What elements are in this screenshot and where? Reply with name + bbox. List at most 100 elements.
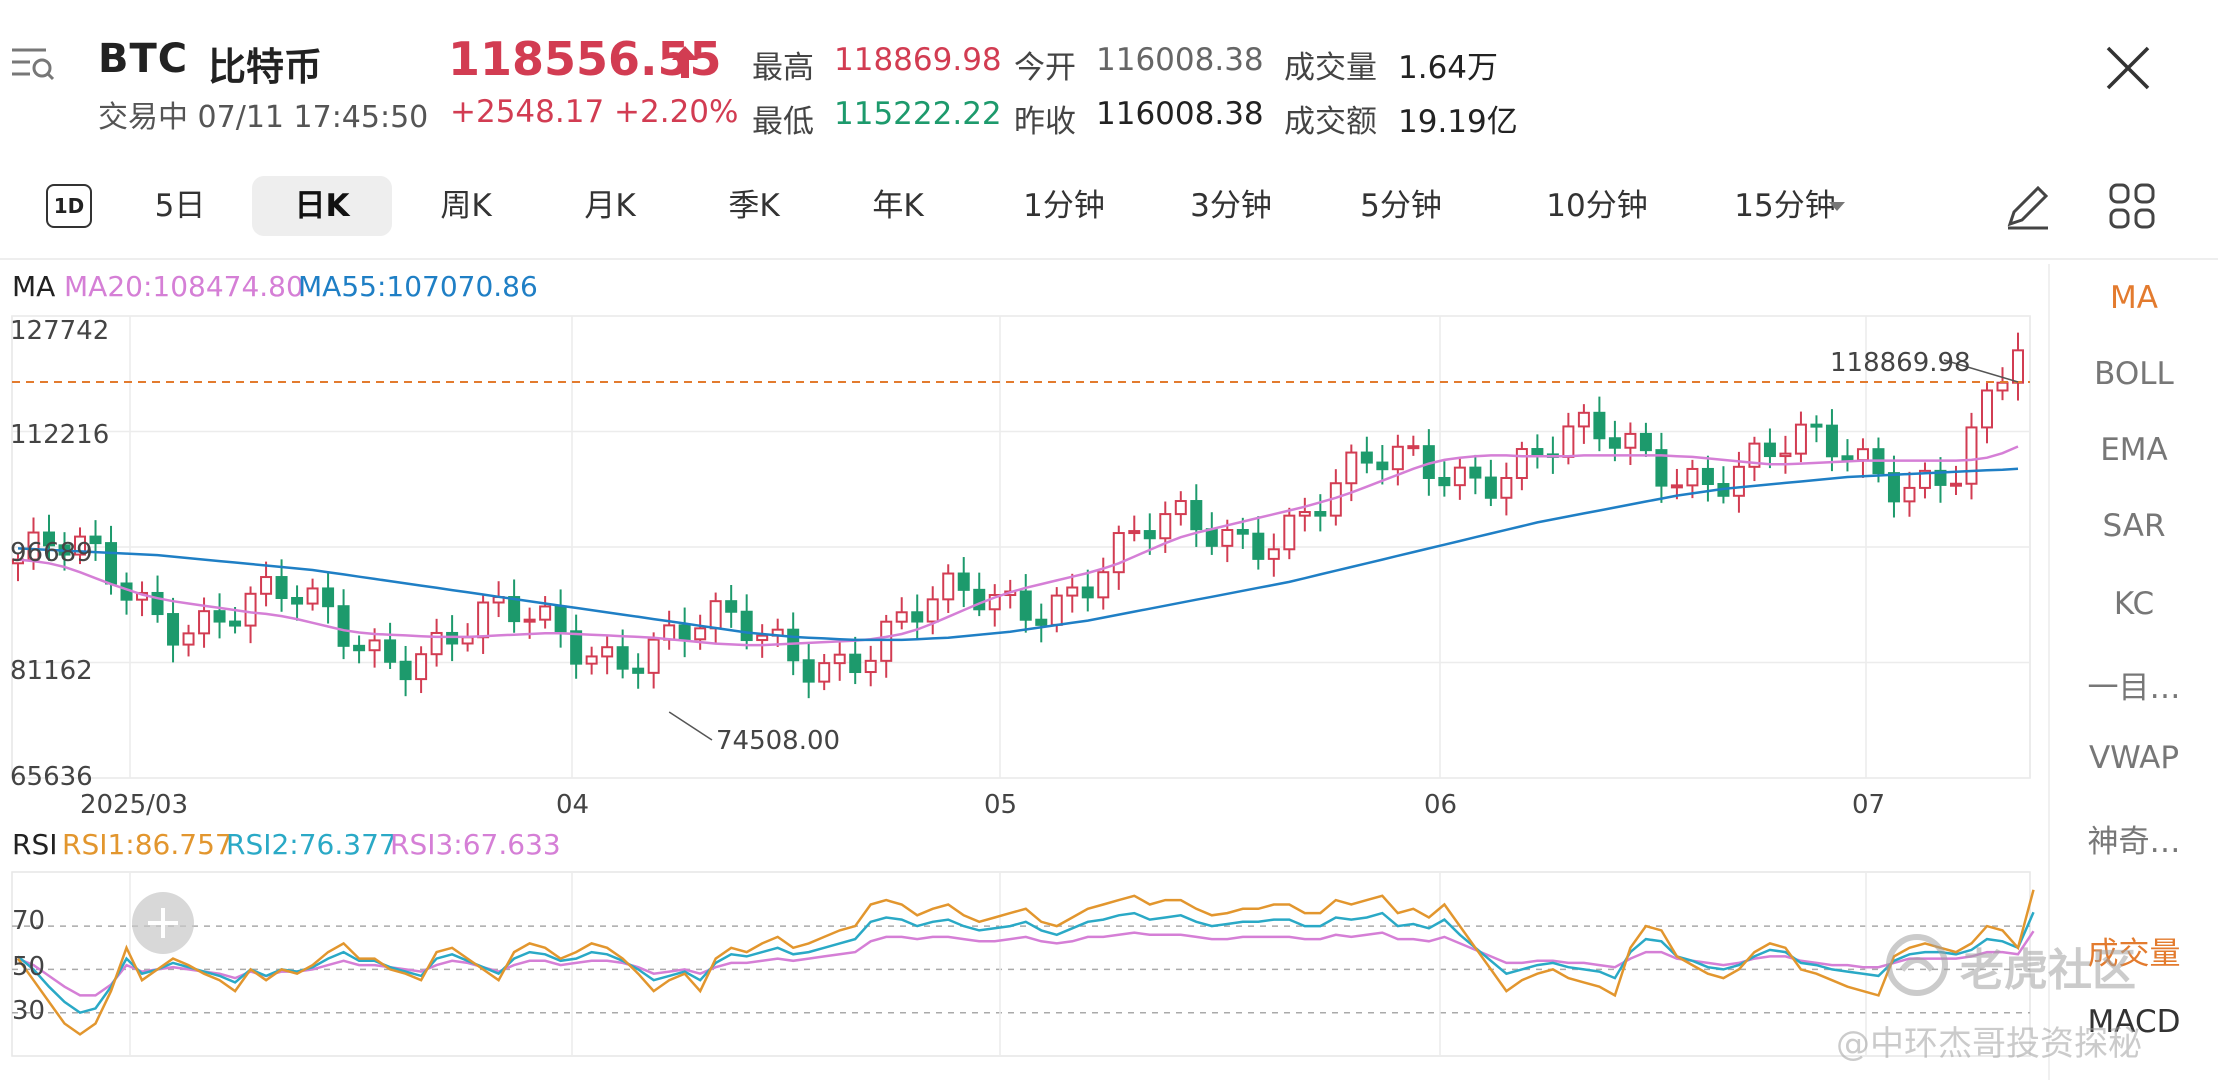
tab-15min[interactable]: 15分钟 <box>1734 188 1836 224</box>
candle-body <box>244 592 257 627</box>
indicator-macd[interactable]: MACD <box>2087 1004 2181 1040</box>
indicator-boll[interactable]: BOLL <box>2094 356 2174 392</box>
ma55-legend: MA55:107070.86 <box>298 270 538 303</box>
max-price-label: 118869.98 <box>1830 348 1971 378</box>
candle-body <box>694 627 707 641</box>
menu-list-icon[interactable] <box>10 42 54 86</box>
tab-1min[interactable]: 1分钟 <box>1023 188 1105 224</box>
candle-body <box>523 618 536 623</box>
tab-10min[interactable]: 10分钟 <box>1546 188 1648 224</box>
indicator-ema[interactable]: EMA <box>2100 432 2168 468</box>
rsi3-line <box>17 930 2035 997</box>
candle-body <box>1732 465 1745 497</box>
indicator-magic[interactable]: 神奇… <box>2087 824 2181 860</box>
rsi-grid <box>11 871 2031 1057</box>
candle-body <box>1593 411 1606 440</box>
candle-body <box>833 653 846 665</box>
candle-body <box>1531 448 1544 456</box>
candle-body <box>167 613 180 646</box>
rsi2-legend: RSI2:76.377 <box>226 828 397 861</box>
candle-body <box>1515 448 1528 479</box>
indicator-ma[interactable]: MA <box>2110 280 2158 316</box>
indicator-ichimoku[interactable]: 一目… <box>2087 670 2181 706</box>
watermark-author: @中环杰哥投资探秘 <box>1836 1024 2142 1064</box>
ma-legend-title: MA <box>12 270 56 303</box>
candle-body <box>2012 349 2024 384</box>
tab-daily-k[interactable]: 日K <box>252 176 392 236</box>
candle-body <box>663 624 676 641</box>
candle-body <box>1252 532 1265 560</box>
tab-monthly-k[interactable]: 月K <box>584 188 636 224</box>
candle-body <box>477 601 490 639</box>
candle-body <box>399 660 412 681</box>
candle-body <box>1019 590 1032 621</box>
rsi-tick-30: 30 <box>12 996 46 1026</box>
candle-body <box>1500 476 1513 499</box>
x-tick-3: 05 <box>984 790 1018 820</box>
candle-body <box>337 605 350 647</box>
candle-body <box>12 558 24 565</box>
candle-body <box>1469 466 1482 479</box>
tiger-logo-icon <box>1886 934 1948 996</box>
candle-body <box>1097 571 1110 599</box>
candle-body <box>1562 425 1575 458</box>
ma55-line <box>17 467 2019 642</box>
candle-body <box>1577 411 1590 428</box>
tab-3min[interactable]: 3分钟 <box>1190 188 1272 224</box>
close-icon[interactable] <box>2100 40 2156 96</box>
grid-layout-icon[interactable] <box>2108 182 2156 230</box>
indicator-panel <box>2048 264 2218 1080</box>
candle-body <box>1345 451 1358 485</box>
candle-body <box>74 535 87 556</box>
candle-body <box>1748 442 1761 468</box>
y-tick-2: 112216 <box>10 420 110 450</box>
candle-body <box>1221 528 1234 547</box>
reference-line-group <box>12 359 2030 741</box>
candle-body <box>1701 467 1714 486</box>
candle-body <box>616 646 629 670</box>
tab-quarterly-k[interactable]: 季K <box>728 188 780 224</box>
price-change: +2548.17 +2.20% <box>450 94 739 130</box>
candle-body <box>1794 423 1807 455</box>
candlestick-chart[interactable] <box>0 300 2040 820</box>
tab-5min[interactable]: 5分钟 <box>1360 188 1442 224</box>
x-tick-1: 2025/03 <box>80 790 189 820</box>
indicator-vwap[interactable]: VWAP <box>2088 740 2180 776</box>
candle-body <box>1670 484 1683 489</box>
add-crosshair-button[interactable] <box>132 892 194 954</box>
moving-averages <box>17 445 2019 647</box>
candle-body <box>291 597 304 605</box>
candle-body <box>957 572 970 591</box>
candle-body <box>1391 445 1404 471</box>
rsi-legend-title: RSI <box>12 828 58 861</box>
candles-group <box>12 332 2024 699</box>
candle-body <box>1918 469 1931 489</box>
indicator-sar[interactable]: SAR <box>2102 508 2166 544</box>
min-leader-line <box>668 711 713 741</box>
candle-body <box>1624 432 1637 449</box>
candle-body <box>89 535 102 545</box>
rsi-chart[interactable] <box>0 866 2040 1062</box>
tab-5day[interactable]: 5日 <box>154 188 206 224</box>
candle-body <box>1314 511 1327 517</box>
candle-body <box>1376 461 1389 471</box>
candle-body <box>353 644 366 652</box>
indicator-volume[interactable]: 成交量 <box>2087 936 2181 972</box>
rsi-tick-70: 70 <box>12 906 46 936</box>
candle-body <box>1639 432 1652 452</box>
candle-body <box>1050 594 1063 626</box>
rsi1-legend: RSI1:86.757 <box>62 828 233 861</box>
candle-body <box>1128 530 1141 535</box>
candle-body <box>1143 530 1156 540</box>
pencil-draw-icon[interactable] <box>2000 180 2054 234</box>
turnover-label: 成交额 <box>1284 104 1377 140</box>
x-tick-2: 04 <box>556 790 590 820</box>
calendar-1d-icon[interactable]: 1D <box>46 184 92 228</box>
candle-body <box>570 630 583 665</box>
tab-yearly-k[interactable]: 年K <box>872 188 924 224</box>
caret-down-icon[interactable] <box>1826 198 1848 214</box>
x-tick-4: 06 <box>1424 790 1458 820</box>
volume-value: 1.64万 <box>1398 50 1499 86</box>
tab-weekly-k[interactable]: 周K <box>440 188 492 224</box>
indicator-kc[interactable]: KC <box>2113 586 2155 622</box>
